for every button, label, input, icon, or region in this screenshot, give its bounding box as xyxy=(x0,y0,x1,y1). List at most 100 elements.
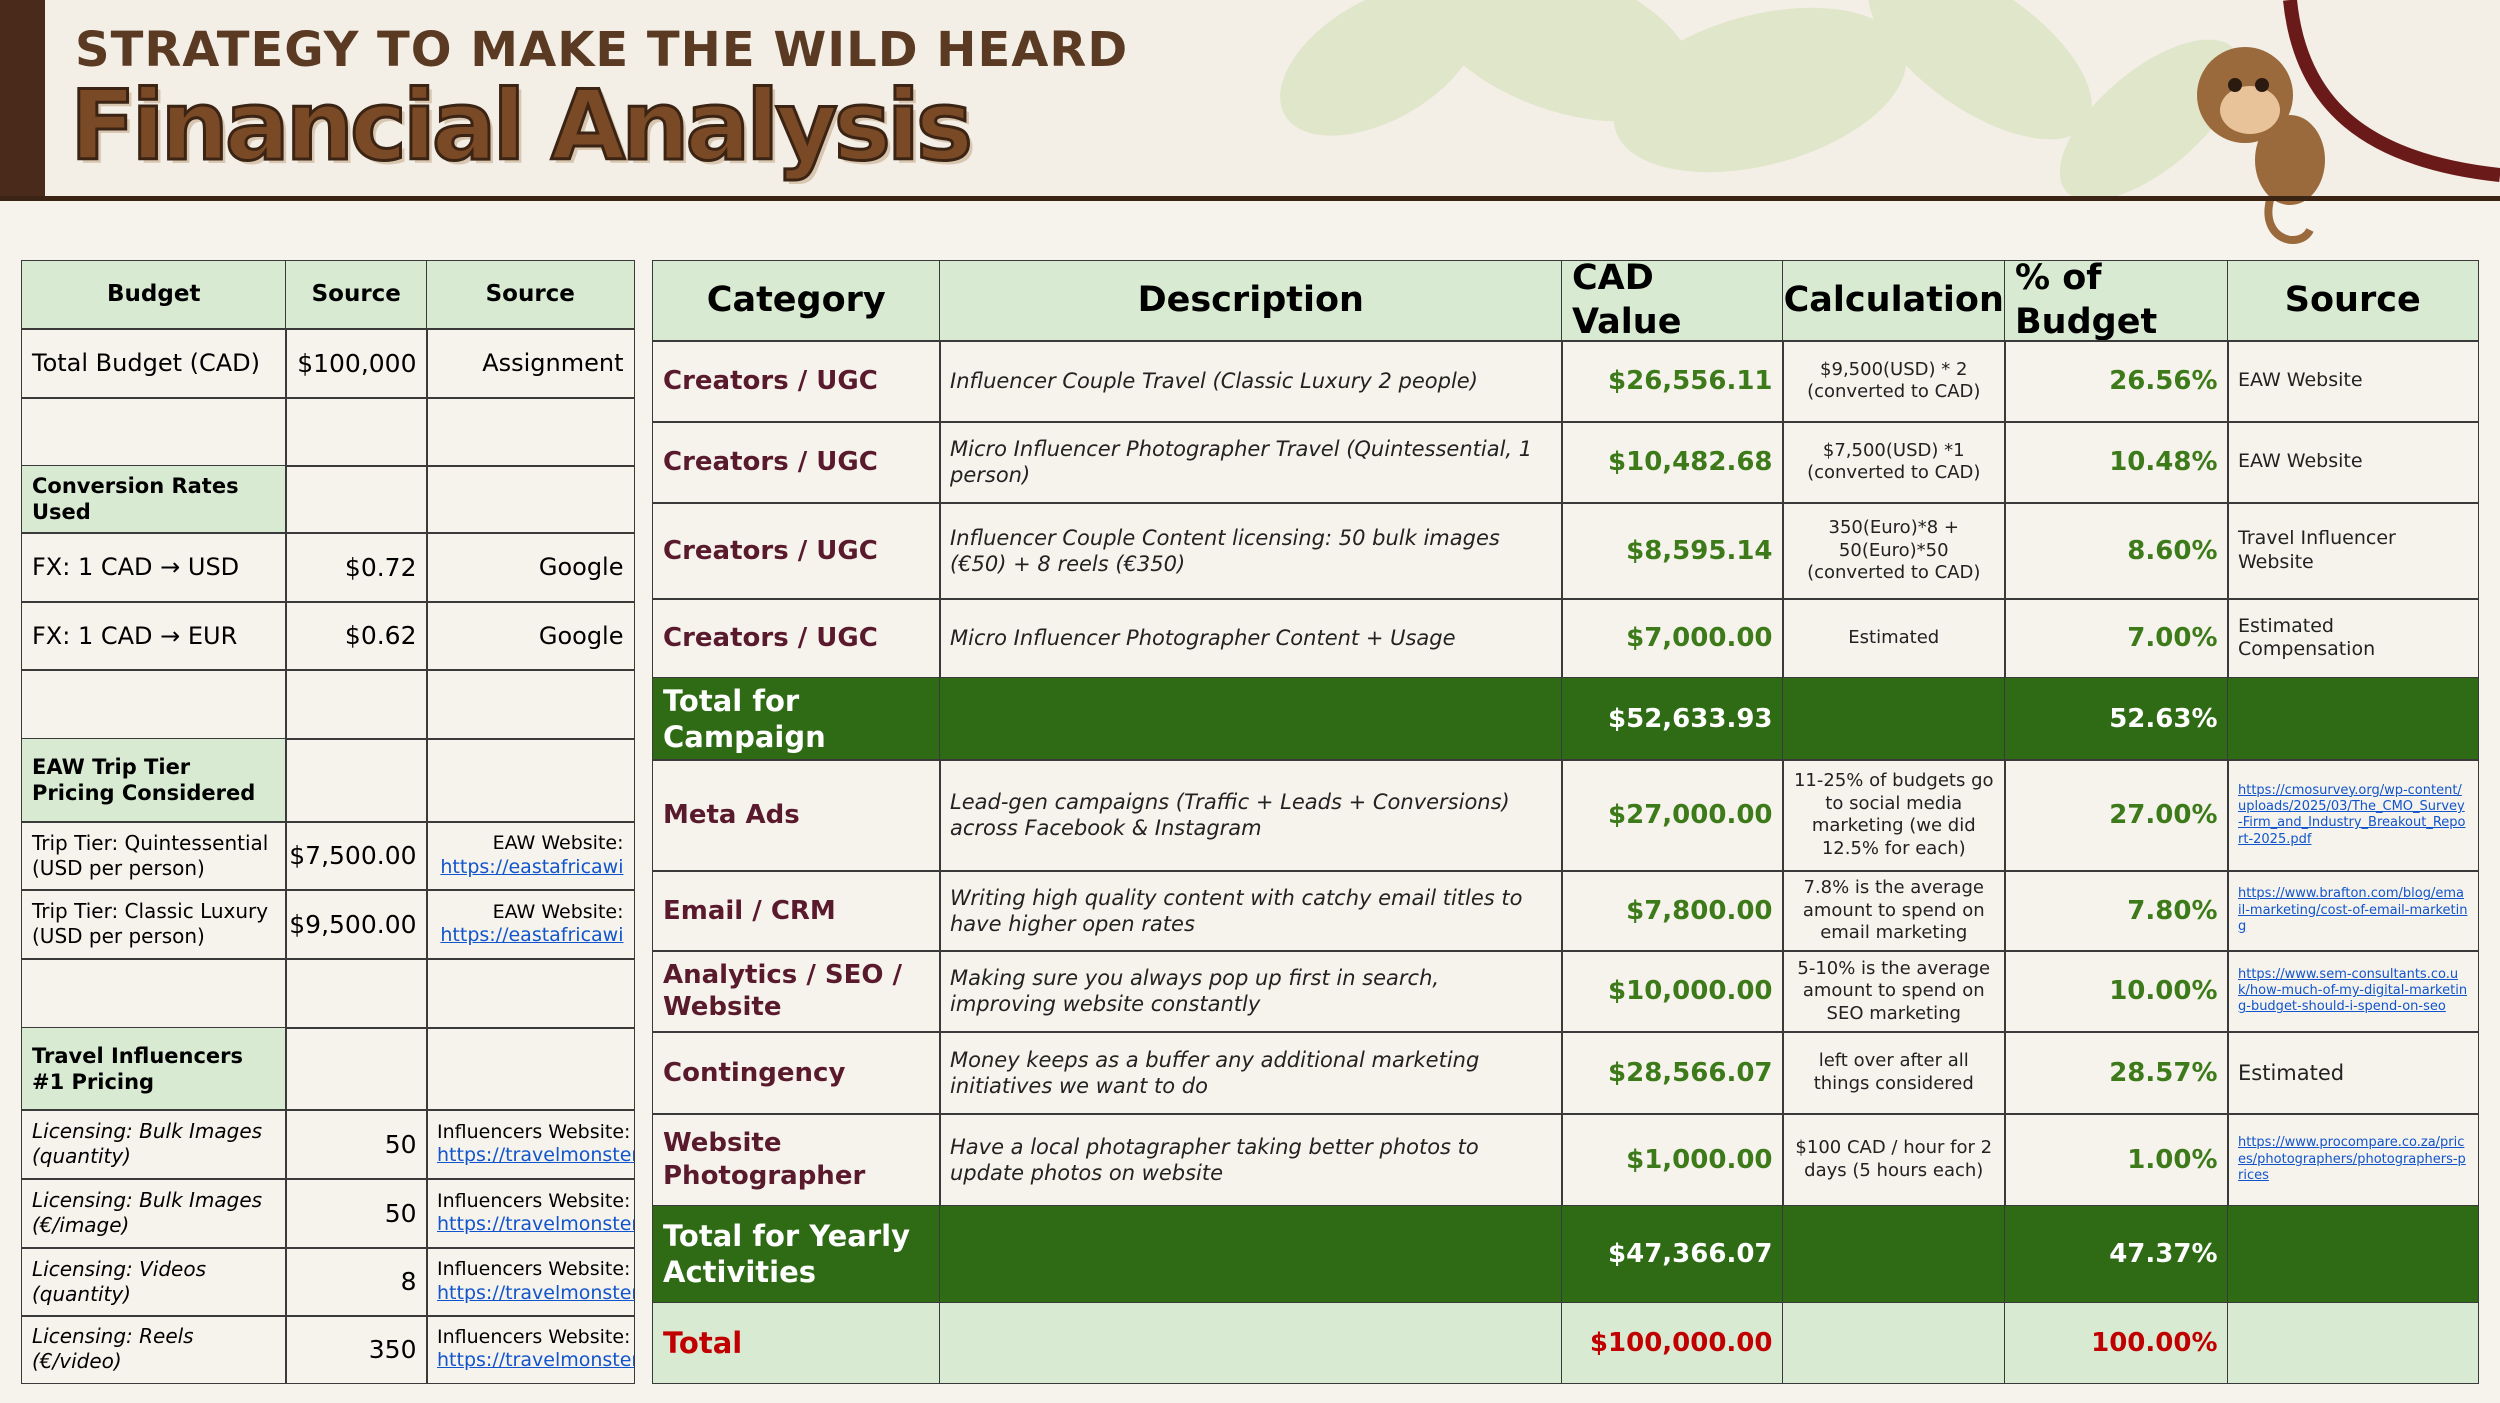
calculation-cell: $100 CAD / hour for 2 days (5 hours each… xyxy=(1782,1113,2006,1207)
source-link[interactable]: https://www.procompare.co.za/prices/phot… xyxy=(2238,1135,2466,1183)
column-header: Description xyxy=(939,260,1563,342)
category-text: Analytics / SEO / Website xyxy=(663,959,903,1023)
label-cell: Conversion Rates Used xyxy=(21,465,287,534)
source-cell: Influencers Website: https://travelmonste… xyxy=(426,1178,635,1249)
label-cell: FX: 1 CAD → EUR xyxy=(21,601,287,671)
category-text: Contingency xyxy=(663,1057,846,1088)
source-cell xyxy=(2227,1302,2479,1384)
source-cell: https://www.procompare.co.za/prices/phot… xyxy=(2227,1113,2479,1207)
description-text: Micro Influencer Photographer Content + … xyxy=(950,626,1456,651)
calculation-cell: Estimated xyxy=(1782,598,2006,679)
row-label: Trip Tier: Classic Luxury (USD per perso… xyxy=(32,899,269,949)
description-cell: Influencer Couple Content licensing: 50 … xyxy=(939,502,1563,600)
pct-cell: 52.63% xyxy=(2004,677,2229,761)
row-link[interactable]: https://travelmonster xyxy=(437,1281,635,1304)
category-cell: Email / CRM xyxy=(652,870,941,952)
header-text: Source xyxy=(2284,279,2421,320)
source-cell: Estimated Compensation xyxy=(2227,598,2479,679)
description-cell: Micro Influencer Photographer Travel (Qu… xyxy=(939,421,1563,504)
description-cell: Money keeps as a buffer any additional m… xyxy=(939,1031,1563,1115)
calculation-cell: 5-10% is the average amount to spend on … xyxy=(1782,950,2006,1033)
category-text: Total for Yearly Activities xyxy=(663,1219,910,1290)
description-cell: Micro Influencer Photographer Content + … xyxy=(939,598,1563,679)
cad-cell: $27,000.00 xyxy=(1561,759,1784,872)
description-text: Influencer Couple Travel (Classic Luxury… xyxy=(950,369,1478,394)
source-text: EAW Website xyxy=(2238,369,2363,392)
row-label: FX: 1 CAD → USD xyxy=(32,553,240,582)
column-header: Source xyxy=(285,260,428,330)
row-value: $100,000 xyxy=(297,348,417,378)
column-header: Source xyxy=(2227,260,2479,342)
source-text: Estimated xyxy=(2238,1060,2345,1085)
cad-text: $10,000.00 xyxy=(1608,976,1773,1006)
pct-cell: 100.00% xyxy=(2004,1302,2229,1384)
row-label: Trip Tier: Quintessential (USD per perso… xyxy=(32,830,269,880)
source-link[interactable]: https://www.sem-consultants.co.uk/how-mu… xyxy=(2238,966,2468,1015)
pct-cell: 7.00% xyxy=(2004,598,2229,679)
pct-text: 7.80% xyxy=(2127,895,2218,926)
category-cell: Total for Yearly Activities xyxy=(652,1205,941,1304)
cad-text: $27,000.00 xyxy=(1608,800,1773,830)
source-cell: Influencers Website: https://travelmonste… xyxy=(426,1247,635,1317)
pct-cell: 7.80% xyxy=(2004,870,2229,952)
cad-text: $1,000.00 xyxy=(1626,1144,1773,1175)
source-cell xyxy=(426,958,635,1029)
pct-text: 1.00% xyxy=(2127,1144,2218,1175)
category-text: Total for Campaign xyxy=(663,683,826,754)
header-decoration xyxy=(0,0,2500,244)
section-title: EAW Trip Tier Pricing Considered xyxy=(32,755,256,806)
source-text: Travel Influencer Website xyxy=(2238,527,2396,573)
cad-cell: $10,482.68 xyxy=(1561,421,1784,504)
source-cell: https://cmosurvey.org/wp-content/uploads… xyxy=(2227,759,2479,872)
category-text: Meta Ads xyxy=(663,800,800,830)
pct-text: 27.00% xyxy=(2109,800,2218,830)
cad-cell: $52,633.93 xyxy=(1561,677,1784,761)
calculation-cell: left over after all things considered xyxy=(1782,1031,2006,1115)
label-cell: Travel Influencers #1 Pricing xyxy=(21,1027,287,1111)
description-text: Writing high quality content with catchy… xyxy=(950,885,1523,936)
label-cell: Licensing: Bulk Images (quantity) xyxy=(21,1109,287,1180)
row-source: EAW Website: xyxy=(492,900,624,923)
cad-text: $8,595.14 xyxy=(1626,535,1773,566)
source-text: EAW Website xyxy=(2238,450,2363,473)
description-cell: Influencer Couple Travel (Classic Luxury… xyxy=(939,340,1563,423)
row-value: 50 xyxy=(384,1198,417,1228)
row-value: 8 xyxy=(400,1267,417,1297)
row-link[interactable]: https://travelmonster xyxy=(437,1213,635,1236)
pct-text: 52.63% xyxy=(2109,703,2218,734)
row-source: Assignment xyxy=(482,349,624,378)
category-cell: Meta Ads xyxy=(652,759,941,872)
header-text: Description xyxy=(1137,279,1364,320)
header-text: Calculation xyxy=(1783,279,2004,320)
category-text: Creators / UGC xyxy=(663,623,878,653)
row-value: $0.62 xyxy=(344,621,417,651)
description-text: Lead-gen campaigns (Traffic + Leads + Co… xyxy=(950,790,1510,841)
calculation-text: 5-10% is the average amount to spend on … xyxy=(1797,957,1991,1024)
pct-cell: 26.56% xyxy=(2004,340,2229,423)
calculation-cell: 350(Euro)*8 + 50(Euro)*50 (converted to … xyxy=(1782,502,2006,600)
calculation-cell: $7,500(USD) *1 (converted to CAD) xyxy=(1782,421,2006,504)
value-cell xyxy=(285,738,428,823)
row-link[interactable]: https://eastafricawi xyxy=(440,924,624,947)
source-cell xyxy=(2227,677,2479,761)
section-title: Conversion Rates Used xyxy=(32,474,239,525)
calculation-cell: 11-25% of budgets go to social media mar… xyxy=(1782,759,2006,872)
category-cell: Website Photographer xyxy=(652,1113,941,1207)
pct-cell: 47.37% xyxy=(2004,1205,2229,1304)
label-cell xyxy=(21,958,287,1029)
pct-cell: 10.00% xyxy=(2004,950,2229,1033)
row-link[interactable]: https://eastafricawi xyxy=(440,855,624,878)
label-cell: Licensing: Reels (€/video) xyxy=(21,1315,287,1384)
row-link[interactable]: https://travelmonster xyxy=(437,1349,635,1372)
calculation-text: $9,500(USD) * 2 (converted to CAD) xyxy=(1807,358,1981,403)
source-link[interactable]: https://cmosurvey.org/wp-content/uploads… xyxy=(2238,782,2466,847)
calculation-cell: $9,500(USD) * 2 (converted to CAD) xyxy=(1782,340,2006,423)
value-cell: $0.72 xyxy=(285,532,428,603)
row-link[interactable]: https://travelmonster xyxy=(437,1144,635,1167)
source-link[interactable]: https://www.brafton.com/blog/email-marke… xyxy=(2238,886,2468,934)
category-text: Creators / UGC xyxy=(663,366,878,396)
calculation-text: $7,500(USD) *1 (converted to CAD) xyxy=(1807,439,1981,484)
source-cell: EAW Website: https://eastafricawi xyxy=(426,821,635,891)
source-cell: Influencers Website: https://travelmonste… xyxy=(426,1315,635,1384)
